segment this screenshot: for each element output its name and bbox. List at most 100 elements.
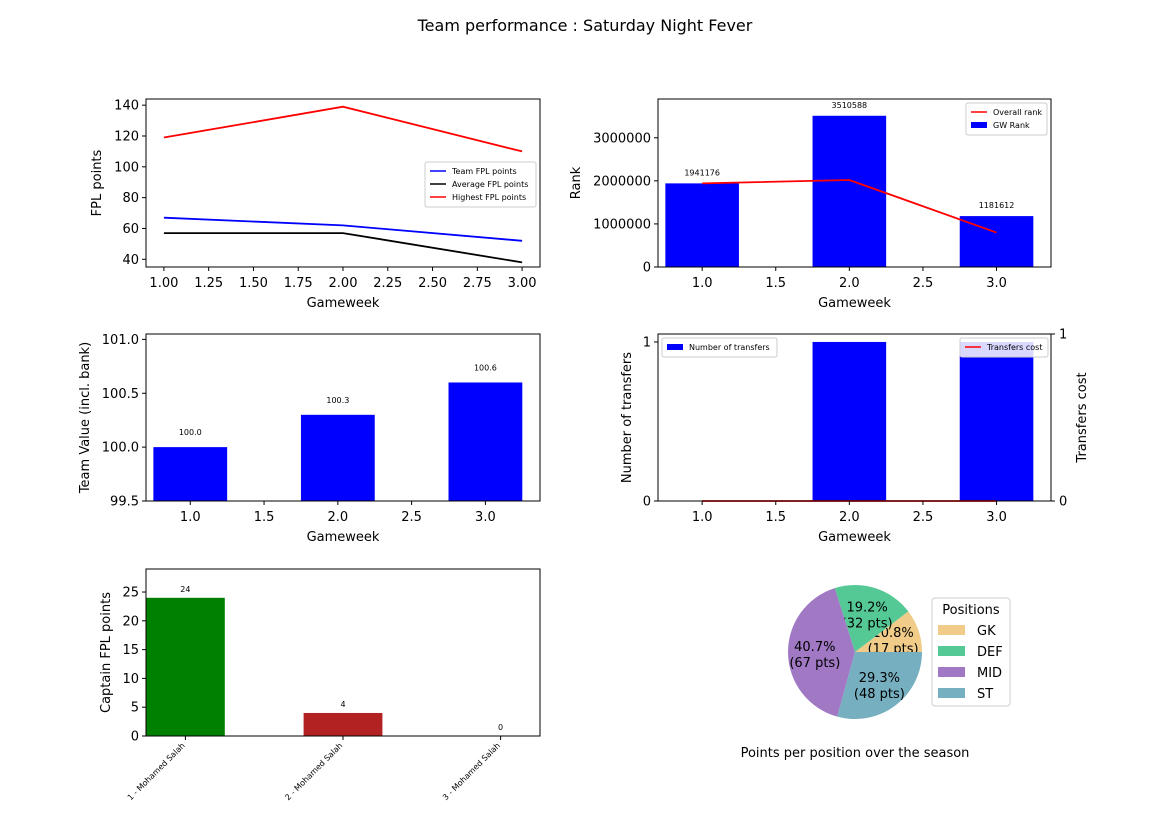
- captain-ylabel: Captain FPL points: [99, 592, 114, 713]
- rank-xtick-label: 2.0: [839, 276, 860, 291]
- points-xtick-label: 2.00: [329, 276, 358, 291]
- value-bar: [153, 447, 228, 501]
- rank-ylabel: Rank: [569, 166, 584, 199]
- rank-frame: [657, 98, 1052, 268]
- points-ylabel: FPL points: [90, 149, 105, 216]
- positions-legend-label: GK: [977, 624, 996, 639]
- positions-legend-label: MID: [977, 666, 1002, 681]
- transfers-ytick-right-label: 0: [1059, 495, 1067, 510]
- captain-frame: [145, 568, 541, 737]
- pie-slice-points: (67 pts): [789, 656, 840, 671]
- figure-title: Team performance : Saturday Night Fever: [417, 16, 753, 35]
- transfers-xlabel: Gameweek: [818, 530, 891, 545]
- transfers-chart: 1.0 1.5 2.0 2.5 3.0 0 1 0 1 Gameweek Number of tra…: [620, 328, 1090, 546]
- pie-slice-percent: 29.3%: [859, 671, 900, 686]
- value-frame: [145, 333, 541, 502]
- points-xtick-label: 1.75: [284, 276, 313, 291]
- points-ytick-label: 140: [114, 99, 139, 114]
- captain-chart: 24 1 - Mohamed Salah 4 2 - Mohamed Salah 0 3 …: [99, 568, 541, 802]
- points-xtick-label: 2.25: [373, 276, 402, 291]
- rank-bar-label: 3510588: [832, 101, 868, 110]
- positions-legend-title: Positions: [942, 603, 1000, 618]
- points-xtick-label: 3.00: [508, 276, 537, 291]
- pie-slice-points: (48 pts): [854, 687, 905, 702]
- captain-xtick-label: 3 - Mohamed Salah: [441, 741, 502, 802]
- transfers-left-legend-label: Number of transfers: [689, 343, 770, 352]
- points-legend-label: Average FPL points: [452, 180, 528, 189]
- points-xlabel: Gameweek: [307, 296, 380, 311]
- points-ytick-label: 40: [122, 253, 139, 268]
- positions-legend-label: DEF: [977, 645, 1003, 660]
- rank-ytick-label: 1000000: [593, 217, 651, 232]
- rank-legend-swatch: [971, 122, 987, 128]
- positions-chart: 10.8%(17 pts)19.2%(32 pts)40.7%(67 pts)2…: [741, 585, 1011, 761]
- value-ylabel: Team Value (incl. bank): [78, 342, 93, 494]
- value-xtick-label: 1.0: [180, 510, 201, 525]
- captain-ytick-label: 0: [131, 730, 139, 745]
- points-ytick-label: 120: [114, 129, 139, 144]
- pie-slice-gk: [855, 611, 922, 652]
- transfers-right-legend-label: Transfers cost: [986, 343, 1042, 352]
- points-series-line: [163, 232, 523, 264]
- transfers-xtick-label: 1.5: [765, 510, 786, 525]
- points-xtick-label: 1.25: [194, 276, 223, 291]
- transfers-left-legend: [661, 337, 778, 358]
- transfers-ytick-label: 1: [643, 335, 651, 350]
- value-xtick-label: 3.0: [475, 510, 496, 525]
- rank-ytick-label: 3000000: [593, 131, 651, 146]
- captain-ytick-label: 10: [122, 672, 139, 687]
- captain-xtick-label: 2 - Mohamed Salah: [283, 741, 344, 802]
- rank-xlabel: Gameweek: [818, 296, 891, 311]
- value-xlabel: Gameweek: [307, 530, 380, 545]
- transfers-right-legend: [959, 337, 1049, 358]
- points-legend-label: Highest FPL points: [452, 193, 526, 202]
- captain-bar-label: 4: [340, 700, 345, 709]
- rank-legend-label: GW Rank: [993, 121, 1030, 130]
- rank-xtick-label: 1.5: [765, 276, 786, 291]
- rank-bar: [812, 115, 887, 267]
- transfers-bar: [812, 341, 887, 501]
- points-ytick-label: 100: [114, 160, 139, 175]
- points-xtick-label: 1.00: [149, 276, 178, 291]
- captain-bar-label: 0: [498, 723, 503, 732]
- rank-ytick-label: 2000000: [593, 174, 651, 189]
- rank-ytick-label: 0: [643, 261, 651, 276]
- points-xtick-label: 2.50: [418, 276, 447, 291]
- rank-overall-line: [702, 179, 997, 234]
- positions-legend-swatch: [938, 688, 965, 698]
- value-ytick-label: 99.5: [110, 495, 139, 510]
- points-legend: [424, 161, 537, 208]
- transfers-ytick-right-label: 1: [1059, 328, 1067, 343]
- captain-bar-label: 24: [180, 585, 190, 594]
- transfers-right-ylabel: Transfers cost: [1075, 372, 1090, 463]
- rank-bar-label: 1181612: [979, 201, 1015, 210]
- pie-slice-mid: [787, 588, 855, 717]
- value-bar: [448, 382, 523, 501]
- value-bar: [300, 414, 375, 501]
- value-ytick-label: 100.5: [102, 387, 139, 402]
- transfers-ylabel: Number of transfers: [620, 352, 635, 483]
- pie-slice-points: (32 pts): [842, 617, 893, 632]
- pie-slice-percent: 40.7%: [794, 640, 835, 655]
- value-xtick-label: 2.5: [401, 510, 422, 525]
- captain-ytick-label: 25: [122, 586, 139, 601]
- captain-ytick-label: 5: [131, 701, 139, 716]
- captain-bar: [303, 712, 383, 736]
- value-bar-label: 100.6: [474, 363, 497, 372]
- captain-xtick-label: 1 - Mohamed Salah: [126, 741, 187, 802]
- pie-slice-percent: 19.2%: [846, 601, 887, 616]
- transfers-bar: [959, 341, 1034, 501]
- pie-title: Points per position over the season: [741, 746, 970, 761]
- value-bar-label: 100.3: [326, 396, 349, 405]
- transfers-xtick-label: 2.5: [913, 510, 934, 525]
- points-chart: 1.00 1.25 1.50 1.75 2.00 2.25 2.50 2.75 3.00 40 60…: [90, 98, 541, 311]
- rank-bar: [665, 183, 739, 267]
- rank-xtick-label: 2.5: [913, 276, 934, 291]
- points-ytick-label: 60: [122, 222, 139, 237]
- points-legend-label: Team FPL points: [451, 167, 517, 176]
- value-ytick-label: 100.0: [102, 441, 139, 456]
- pie-slice-st: [837, 652, 922, 719]
- rank-bar-label: 1941176: [684, 168, 720, 177]
- transfers-xtick-label: 1.0: [692, 510, 713, 525]
